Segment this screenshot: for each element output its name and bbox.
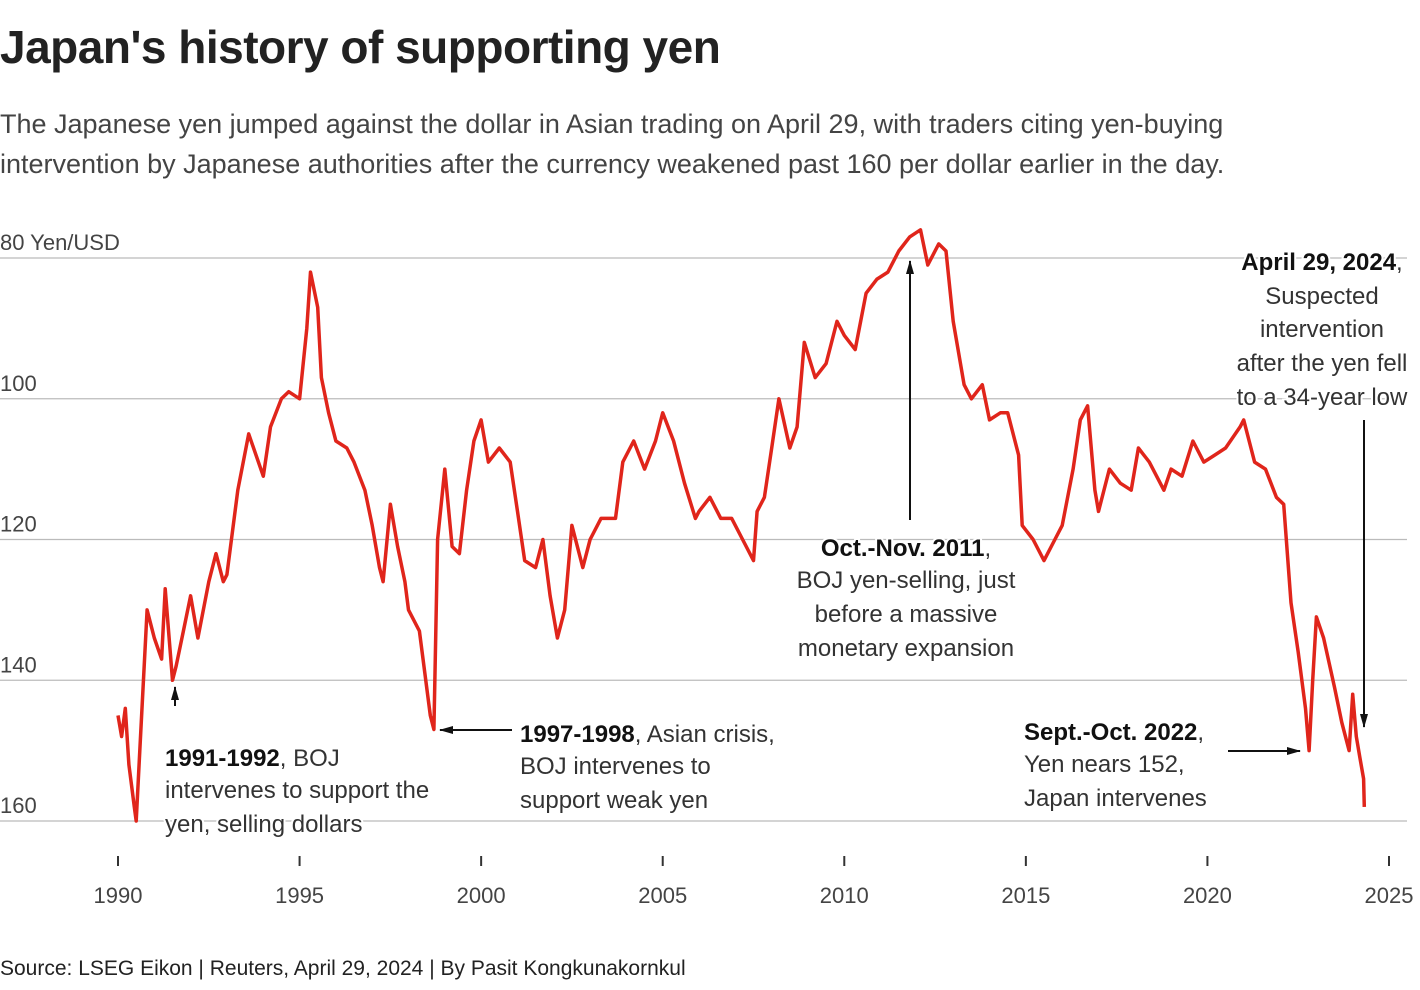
y-tick-label: 140 <box>0 652 37 677</box>
annotation-text: Oct.-Nov. 2011, BOJ yen-selling, just befo… <box>797 535 1016 662</box>
x-tick-label: 2010 <box>820 883 869 908</box>
annotation-text: 1991-1992, BOJ intervenes to support the y… <box>165 745 429 838</box>
y-tick-label: 160 <box>0 793 37 818</box>
x-tick-label: 2025 <box>1365 883 1414 908</box>
annotation-line: before a massive <box>815 601 998 628</box>
x-tick-label: 1995 <box>275 883 324 908</box>
x-tick-label: 1990 <box>94 883 143 908</box>
annotation-line: intervenes to support the <box>165 777 429 804</box>
x-tick-label: 2020 <box>1183 883 1232 908</box>
chart-subtitle: The Japanese yen jumped against the doll… <box>0 109 1225 179</box>
source-note: Source: LSEG Eikon | Reuters, April 29, … <box>0 957 686 980</box>
x-tick-label: 2000 <box>457 883 506 908</box>
chart-title: Japan's history of supporting yen <box>0 21 721 73</box>
annotation-line: , <box>984 535 991 562</box>
annotation-text: April 29, 2024, Suspected intervention afte… <box>1237 249 1408 411</box>
x-tick-label: 2005 <box>638 883 687 908</box>
yen-line <box>116 228 1367 823</box>
annotation-line: Yen nears 152, <box>1024 751 1185 778</box>
annotation-line: BOJ intervenes to <box>520 753 711 780</box>
annotation-line: BOJ yen-selling, just <box>797 567 1016 594</box>
annotation-text: 1997-1998, Asian crisis, BOJ intervenes t… <box>520 721 775 814</box>
y-tick-label: 120 <box>0 512 37 537</box>
y-tick-label: 80 Yen/USD <box>0 230 120 255</box>
annotation-bold: 1991-1992 <box>165 745 280 772</box>
annotation-line: , <box>1197 719 1204 746</box>
annotation-line: to a 34-year low <box>1237 384 1408 411</box>
annotation-line: , Asian crisis, <box>635 721 775 748</box>
annotation-bold: Oct.-Nov. 2011 <box>821 535 985 562</box>
annotation-bold: April 29, 2024 <box>1241 249 1396 276</box>
annotation-text: Sept.-Oct. 2022, Yen nears 152, Japan inte… <box>1024 719 1207 812</box>
annotation-line: Japan intervenes <box>1024 785 1207 812</box>
annotation-line: Suspected <box>1265 283 1378 310</box>
annotation-bold: 1997-1998 <box>520 721 635 748</box>
annotation-bold: Sept.-Oct. 2022 <box>1024 719 1197 746</box>
annotation-line: intervention <box>1260 316 1384 343</box>
x-tick-label: 2015 <box>1001 883 1050 908</box>
annotation-line: support weak yen <box>520 787 708 814</box>
y-tick-label: 100 <box>0 371 37 396</box>
annotation-line: , BOJ <box>280 745 340 772</box>
annotation-line: after the yen fell <box>1237 350 1408 377</box>
annotation-line: , <box>1396 249 1403 276</box>
annotation-line: monetary expansion <box>798 635 1014 662</box>
annotation-line: yen, selling dollars <box>165 811 362 838</box>
